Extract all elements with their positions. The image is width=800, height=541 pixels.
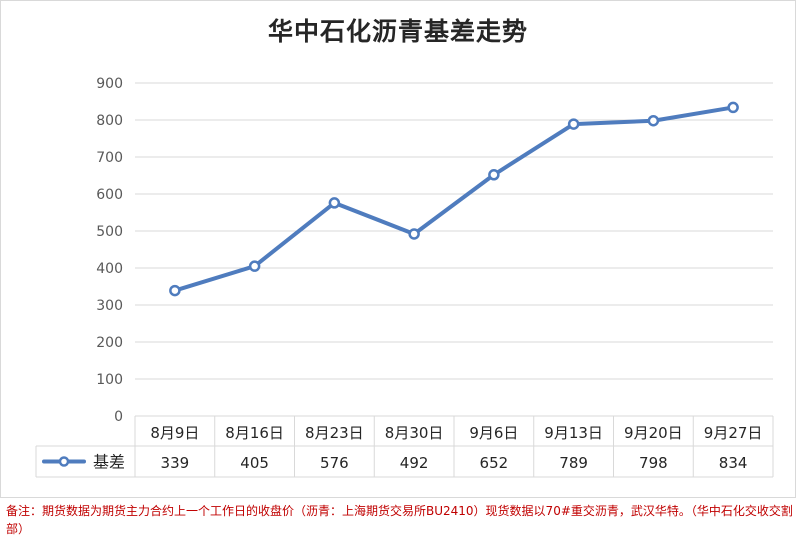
data-point bbox=[488, 169, 500, 181]
line-chart: 0 100 200 300 400 500 600 700 800 900 8月9日 8月16日 8月2… bbox=[35, 76, 774, 478]
data-table-value: 492 bbox=[400, 454, 429, 472]
footnote: 备注：期货数据为期货主力合约上一个工作日的收盘价（沥青：上海期货交易所BU241… bbox=[6, 504, 793, 536]
y-tick-label: 400 bbox=[96, 261, 123, 277]
x-category-label: 8月23日 bbox=[305, 424, 364, 442]
data-table-value: 576 bbox=[320, 454, 349, 472]
legend-label: 基差 bbox=[93, 453, 125, 472]
y-tick-label: 0 bbox=[114, 409, 123, 425]
y-tick-label: 100 bbox=[96, 372, 123, 388]
data-point bbox=[408, 228, 420, 240]
x-category-label: 8月16日 bbox=[225, 424, 284, 442]
y-tick-label: 800 bbox=[96, 113, 123, 129]
data-table-value: 339 bbox=[161, 454, 190, 472]
y-tick-label: 900 bbox=[96, 76, 123, 92]
x-category-label: 9月27日 bbox=[704, 424, 763, 442]
data-table-value: 798 bbox=[639, 454, 668, 472]
data-table-value: 789 bbox=[559, 454, 588, 472]
data-point bbox=[169, 284, 181, 297]
x-category-label: 9月20日 bbox=[624, 424, 683, 442]
x-category-label: 9月6日 bbox=[469, 424, 518, 442]
series-line bbox=[172, 105, 736, 293]
y-tick-label: 300 bbox=[96, 298, 123, 314]
data-point bbox=[567, 118, 580, 130]
y-tick-label: 500 bbox=[96, 224, 123, 240]
x-category-label: 8月9日 bbox=[150, 424, 199, 442]
chart-title: 华中石化沥青基差走势 bbox=[267, 17, 528, 46]
data-point bbox=[727, 101, 739, 114]
x-category-label: 8月30日 bbox=[385, 424, 444, 442]
legend-marker bbox=[58, 456, 70, 467]
x-category-label: 9月13日 bbox=[544, 424, 603, 442]
data-point bbox=[647, 114, 660, 127]
data-point bbox=[328, 197, 341, 209]
data-table-value: 405 bbox=[240, 454, 269, 472]
data-point bbox=[248, 260, 261, 272]
data-table-value: 652 bbox=[480, 454, 509, 472]
data-table-value: 834 bbox=[719, 454, 748, 472]
y-tick-label: 600 bbox=[96, 187, 123, 203]
y-tick-label: 200 bbox=[96, 335, 123, 351]
y-tick-label: 700 bbox=[96, 150, 123, 166]
